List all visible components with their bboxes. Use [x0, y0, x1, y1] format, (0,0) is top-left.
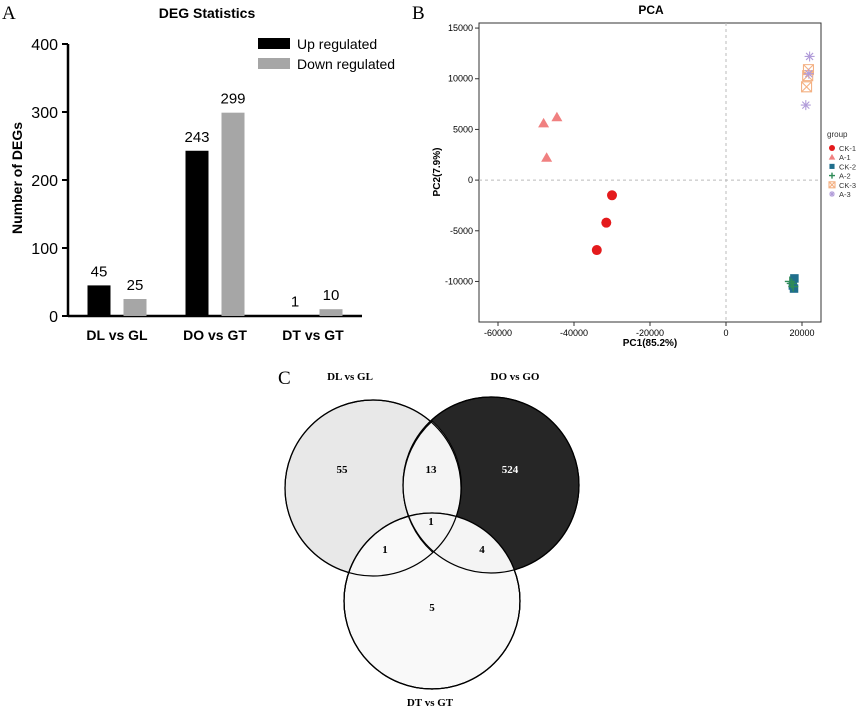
- bar: [319, 309, 343, 316]
- pca-point: [607, 190, 617, 201]
- bar-data-label: 299: [220, 91, 245, 108]
- bar-category-label: DT vs GT: [282, 327, 344, 343]
- bar-category-label: DL vs GL: [86, 327, 148, 343]
- legend-swatch: [258, 38, 290, 49]
- bar: [123, 299, 147, 316]
- venn-outline: [343, 512, 521, 690]
- pca-point: [538, 117, 550, 128]
- venn-set-label-dl-gl: DL vs GL: [327, 371, 373, 383]
- pca-x-tick-label: 0: [723, 328, 728, 338]
- pca-legend-label: CK-2: [839, 162, 856, 171]
- pca-x-axis-label: PC1(85.2%): [623, 338, 677, 349]
- bar-category-labels: DL vs GL DO vs GT DT vs GT: [86, 327, 344, 343]
- pca-x-tick-label: -40000: [560, 328, 588, 338]
- bar-data-label: 1: [291, 293, 299, 310]
- pca-legend-marker: [828, 181, 836, 189]
- pca-legend-title: group: [827, 130, 848, 139]
- pca-point: [541, 152, 553, 162]
- pca-legend-marker: [829, 145, 835, 151]
- bar-category-label: DO vs GT: [183, 327, 247, 343]
- venn-count-do-dt: 4: [479, 544, 485, 556]
- bar-data-label: 25: [127, 277, 144, 294]
- pca-point: [784, 276, 795, 287]
- bar: [221, 112, 245, 317]
- pca-y-tick-label: -5000: [450, 226, 473, 236]
- bar-y-tick-label: 0: [49, 309, 58, 326]
- pca-y-tick-label: 15000: [448, 23, 473, 33]
- bar-data-label: 45: [91, 263, 108, 280]
- venn-lens-bc: [408, 513, 515, 574]
- deg-bar-chart: DEG Statistics Number of DEGs 0 100 200 300…: [9, 5, 395, 343]
- pca-legend-marker: [829, 163, 835, 169]
- pca-x-tick-label: 20000: [789, 328, 814, 338]
- bar-value-labels: 45 25 243 299 1 10: [91, 91, 340, 311]
- panel-label-b: B: [412, 3, 425, 24]
- venn-count-only-dl: 55: [337, 464, 349, 476]
- pca-points: [538, 51, 815, 293]
- pca-legend-label: A-3: [839, 190, 851, 199]
- bar-marks: [87, 112, 343, 317]
- pca-plot-frame: [478, 22, 822, 323]
- pca-y-tick-label: 0: [468, 175, 473, 185]
- venn-count-all: 1: [428, 516, 434, 528]
- pca-legend: CK-1A-1CK-2A-2CK-3A-3: [828, 144, 856, 199]
- pca-y-tick-label: -10000: [445, 276, 473, 286]
- bar: [185, 150, 209, 316]
- legend-label: Down regulated: [297, 56, 395, 72]
- pca-point: [801, 81, 813, 93]
- pca-title: PCA: [638, 3, 664, 17]
- panel-label-a: A: [2, 3, 16, 24]
- pca-point: [790, 274, 799, 283]
- pca-point: [788, 281, 799, 292]
- pca-reference-lines: [479, 23, 821, 322]
- pca-y-tick-label: 5000: [453, 124, 473, 134]
- pca-point: [803, 68, 814, 79]
- pca-x-tick-label: -60000: [484, 328, 512, 338]
- venn-count-dl-do: 13: [426, 464, 438, 476]
- bar-data-label: 243: [184, 129, 209, 146]
- pca-legend-marker: [829, 172, 835, 179]
- pca-point: [800, 100, 811, 111]
- pca-legend-label: A-2: [839, 172, 851, 181]
- bar: [87, 285, 111, 316]
- pca-legend-marker: [829, 191, 835, 197]
- bar: [283, 315, 307, 316]
- pca-ticks: -60000 -40000 -20000 0 20000 -10000 -5000 0 5000…: [445, 23, 815, 338]
- venn-count-only-do: 524: [502, 464, 519, 476]
- venn-count-only-dt: 5: [429, 602, 435, 614]
- bar-y-ticks: 0 100 200 300 400: [31, 37, 68, 326]
- venn-outline: [284, 399, 462, 577]
- pca-point: [804, 51, 815, 62]
- venn-set-label-dt-gt: DT vs GT: [407, 697, 454, 709]
- venn-set-label-do-go: DO vs GO: [491, 371, 540, 383]
- bar-y-tick-label: 400: [31, 37, 58, 54]
- venn-diagram: DL vs GL DO vs GO DT vs GT 55 13 524 1 1…: [284, 371, 580, 709]
- pca-y-axis-label: PC2(7.9%): [432, 148, 443, 197]
- bar-y-tick-label: 200: [31, 173, 58, 190]
- pca-point: [551, 111, 563, 122]
- pca-y-tick-label: 10000: [448, 74, 473, 84]
- legend-swatch: [258, 58, 290, 69]
- bar-data-label: 10: [323, 287, 340, 304]
- panel-label-c: C: [278, 368, 291, 389]
- bar-y-axis-label: Number of DEGs: [9, 122, 25, 234]
- bar-chart-title: DEG Statistics: [159, 5, 256, 21]
- pca-legend-marker: [828, 153, 836, 160]
- pca-legend-label: A-1: [839, 153, 851, 162]
- pca-legend-label: CK-1: [839, 144, 856, 153]
- bar-y-tick-label: 300: [31, 105, 58, 122]
- bar-y-tick-label: 100: [31, 241, 58, 258]
- pca-x-tick-label: -20000: [636, 328, 664, 338]
- pca-point: [591, 245, 602, 256]
- venn-outline: [402, 396, 580, 574]
- pca-legend-label: CK-3: [839, 181, 856, 190]
- bar-legend: Up regulated Down regulated: [258, 36, 395, 72]
- pca-point: [789, 284, 799, 293]
- pca-scatter-chart: PCA -60000 -40000 -20000 0 20000 -10000 -5000 0…: [432, 3, 856, 349]
- legend-label: Up regulated: [297, 36, 377, 52]
- venn-count-dl-dt: 1: [382, 544, 388, 556]
- pca-point: [601, 217, 612, 228]
